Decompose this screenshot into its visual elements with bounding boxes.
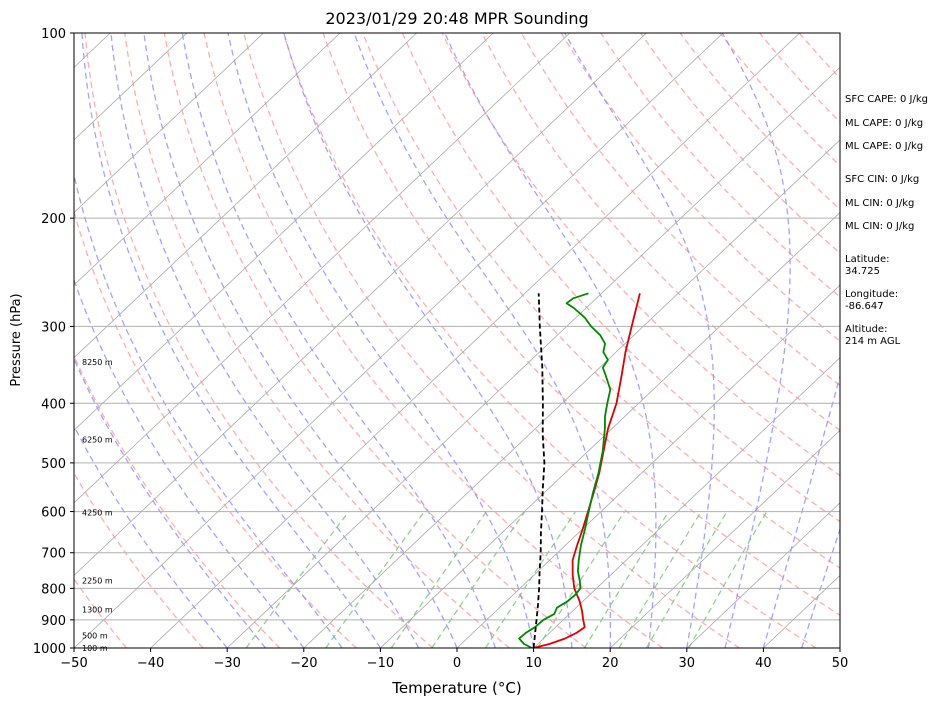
latitude-value: Latitude: 34.725 (845, 254, 890, 278)
x-tick-label: 30 (679, 656, 696, 671)
y-tick-label: 100 (41, 27, 66, 42)
altitude-value: Altitude: 214 m AGL (845, 324, 900, 348)
height-label: 1300 m (82, 606, 113, 615)
x-tick-label: 50 (832, 656, 849, 671)
x-tick-label: −20 (290, 656, 317, 671)
ml-cape-value: ML CAPE: 0 J/kg (845, 118, 923, 130)
y-tick-label: 700 (41, 547, 66, 562)
x-tick-label: −10 (367, 656, 394, 671)
height-label: 6250 m (82, 435, 113, 444)
x-tick-label: −30 (213, 656, 240, 671)
x-tick-label: −50 (60, 656, 87, 671)
x-tick-label: 20 (602, 656, 619, 671)
y-tick-label: 900 (41, 614, 66, 629)
height-label: 4250 m (82, 508, 113, 517)
y-tick-label: 200 (41, 212, 66, 227)
x-tick-label: −40 (137, 656, 164, 671)
longitude-value: Longitude: -86.647 (845, 289, 898, 313)
y-tick-label: 800 (41, 582, 66, 597)
y-tick-label: 600 (41, 506, 66, 521)
height-label: 8250 m (82, 358, 113, 367)
y-tick-label: 500 (41, 457, 66, 472)
x-tick-label: 40 (755, 656, 772, 671)
height-label: 500 m (82, 632, 108, 641)
y-axis-label: Pressure (hPa) (9, 293, 24, 386)
ml-cin-value-2: ML CIN: 0 J/kg (845, 221, 914, 233)
x-tick-label: 10 (525, 656, 542, 671)
height-label: 2250 m (82, 577, 113, 586)
ml-cape-value-2: ML CAPE: 0 J/kg (845, 141, 923, 153)
sfc-cin-value: SFC CIN: 0 J/kg (845, 174, 919, 186)
x-axis-label: Temperature (°C) (391, 679, 521, 697)
ml-cin-value: ML CIN: 0 J/kg (845, 198, 914, 210)
y-tick-label: 400 (41, 397, 66, 412)
sfc-cape-value: SFC CAPE: 0 J/kg (845, 94, 928, 106)
y-tick-label: 1000 (33, 642, 66, 657)
chart-title: 2023/01/29 20:48 MPR Sounding (325, 9, 588, 28)
y-tick-label: 300 (41, 320, 66, 335)
x-tick-label: 0 (453, 656, 461, 671)
